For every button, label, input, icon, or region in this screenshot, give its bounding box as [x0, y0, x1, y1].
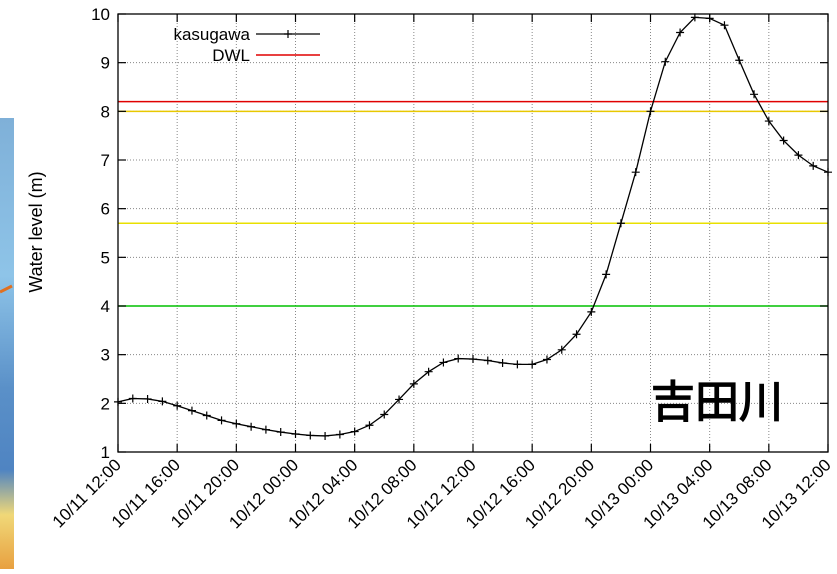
river-name-annotation: 吉田川	[651, 378, 783, 427]
data-point	[720, 21, 729, 30]
data-point	[306, 431, 315, 440]
data-point	[158, 397, 167, 406]
y-tick-label: 6	[101, 200, 110, 219]
data-point	[528, 360, 537, 369]
data-point	[187, 406, 196, 415]
data-point	[557, 345, 566, 354]
data-point	[409, 379, 418, 388]
data-point	[483, 356, 492, 365]
data-point	[173, 401, 182, 410]
y-tick-label: 7	[101, 151, 110, 170]
data-point	[809, 161, 818, 170]
data-point	[587, 307, 596, 316]
data-point	[321, 431, 330, 440]
data-point	[676, 28, 685, 37]
data-point	[602, 270, 611, 279]
data-point	[380, 410, 389, 419]
background-map-arrow	[0, 284, 13, 294]
legend-marker-kasugawa	[284, 30, 292, 38]
data-point	[128, 394, 137, 403]
data-point	[779, 136, 788, 145]
data-point	[513, 360, 522, 369]
data-point	[143, 394, 152, 403]
data-point	[454, 354, 463, 363]
data-point	[631, 168, 640, 177]
y-tick-label: 2	[101, 394, 110, 413]
data-point	[335, 430, 344, 439]
legend-label-dwl: DWL	[212, 46, 250, 65]
data-point	[750, 90, 759, 99]
data-point	[616, 219, 625, 228]
y-tick-label: 3	[101, 346, 110, 365]
data-point	[498, 358, 507, 367]
data-point	[424, 367, 433, 376]
data-point	[572, 330, 581, 339]
data-point	[735, 56, 744, 65]
y-tick-label: 9	[101, 54, 110, 73]
data-point	[202, 411, 211, 420]
data-point	[469, 355, 477, 364]
data-point	[764, 117, 773, 126]
y-tick-label: 10	[91, 5, 110, 24]
data-point	[365, 421, 374, 430]
data-point	[794, 151, 803, 160]
background-map-fragment	[0, 118, 14, 569]
data-point	[690, 13, 699, 22]
y-axis-title: Water level (m)	[26, 171, 46, 292]
data-point	[232, 419, 241, 428]
data-point	[542, 355, 551, 364]
data-point	[261, 425, 270, 434]
data-point	[350, 427, 359, 436]
data-point	[646, 107, 655, 116]
data-point	[439, 358, 448, 367]
data-point	[217, 416, 226, 425]
legend-label-kasugawa: kasugawa	[173, 25, 250, 44]
data-point	[395, 395, 404, 404]
data-point	[661, 57, 670, 66]
data-point	[291, 429, 300, 438]
y-tick-label: 1	[101, 443, 110, 462]
data-point	[276, 428, 285, 437]
y-tick-label: 8	[101, 102, 110, 121]
y-tick-label: 4	[101, 297, 110, 316]
y-tick-label: 5	[101, 248, 110, 267]
data-point	[247, 422, 256, 431]
